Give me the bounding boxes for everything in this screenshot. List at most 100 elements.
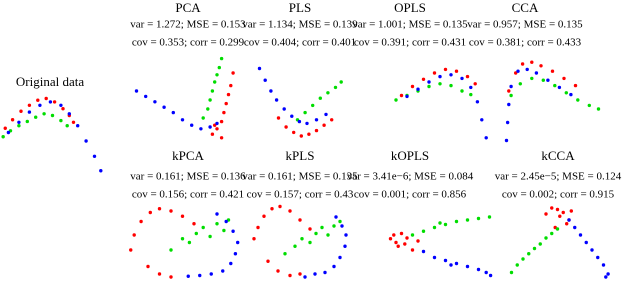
metrics: cov = 0.404; corr = 0.401: [244, 37, 356, 49]
point: [299, 134, 303, 138]
point: [527, 252, 531, 256]
metrics: var = 3.41e−6; MSE = 0.084: [347, 171, 474, 183]
point: [36, 98, 40, 102]
point: [276, 269, 280, 273]
point: [338, 219, 342, 224]
point: [278, 204, 282, 209]
point: [460, 76, 464, 81]
point: [221, 269, 225, 273]
point: [157, 272, 162, 276]
point: [42, 112, 46, 116]
point: [410, 84, 415, 89]
point: [308, 240, 312, 245]
point: [454, 261, 459, 266]
point: [298, 218, 302, 222]
point: [146, 264, 150, 269]
point: [219, 136, 224, 140]
point: [99, 169, 103, 173]
point: [550, 206, 554, 210]
point: [427, 84, 431, 89]
point: [186, 274, 190, 278]
point: [539, 64, 543, 68]
point: [129, 248, 133, 252]
point: [443, 222, 448, 227]
point: [396, 244, 400, 248]
point: [432, 225, 437, 230]
point: [198, 273, 202, 278]
point: [564, 91, 568, 95]
point: [292, 130, 296, 135]
point: [469, 85, 473, 90]
point: [518, 82, 522, 86]
point: [449, 263, 453, 267]
point: [555, 207, 560, 212]
metrics: cov = 0.002; corr = 0.915: [502, 189, 615, 201]
panel-title: kPLS: [286, 148, 315, 163]
point: [320, 225, 324, 230]
point: [38, 103, 42, 108]
point: [410, 233, 415, 237]
point: [215, 212, 219, 216]
point: [530, 76, 534, 81]
point: [465, 218, 470, 222]
point: [454, 69, 459, 73]
point: [465, 264, 470, 269]
point: [313, 272, 317, 276]
point: [307, 132, 311, 136]
point: [476, 267, 481, 272]
panel-title: kOPLS: [391, 148, 429, 163]
point: [438, 82, 442, 86]
point: [194, 231, 198, 236]
point: [465, 74, 470, 79]
point: [449, 73, 453, 77]
point: [394, 240, 398, 245]
point: [476, 216, 481, 221]
point: [262, 214, 266, 218]
point: [314, 118, 319, 122]
point: [388, 237, 393, 241]
point: [438, 221, 442, 225]
metrics: cov = 0.353; corr = 0.299: [132, 37, 245, 49]
point: [332, 264, 336, 269]
point: [229, 261, 233, 266]
metrics: var = 1.272; MSE = 0.153: [130, 19, 246, 31]
point: [532, 246, 537, 251]
point: [1, 135, 5, 139]
point: [578, 233, 583, 237]
point: [473, 82, 477, 86]
point: [323, 270, 327, 275]
point: [454, 219, 459, 224]
point: [300, 237, 304, 241]
point: [443, 67, 448, 72]
point: [308, 227, 312, 231]
point: [324, 112, 328, 117]
point: [282, 107, 286, 111]
point: [546, 78, 550, 82]
point: [71, 120, 76, 125]
point: [10, 118, 15, 122]
point: [507, 89, 511, 93]
point: [226, 92, 231, 97]
point: [573, 225, 577, 230]
point: [229, 83, 233, 88]
point: [169, 209, 173, 213]
point: [487, 215, 492, 219]
point: [322, 123, 326, 127]
point: [562, 76, 566, 81]
point: [206, 107, 210, 111]
point: [303, 110, 307, 115]
point: [65, 124, 69, 128]
point: [515, 263, 519, 267]
point: [343, 244, 347, 248]
point: [544, 236, 548, 240]
point: [19, 109, 23, 113]
point: [288, 209, 292, 213]
panel-title: PCA: [175, 0, 201, 15]
point: [565, 222, 569, 226]
point: [567, 218, 571, 222]
point: [213, 123, 217, 127]
point: [274, 98, 279, 102]
point: [514, 71, 518, 75]
point: [330, 118, 334, 122]
point: [199, 127, 203, 131]
